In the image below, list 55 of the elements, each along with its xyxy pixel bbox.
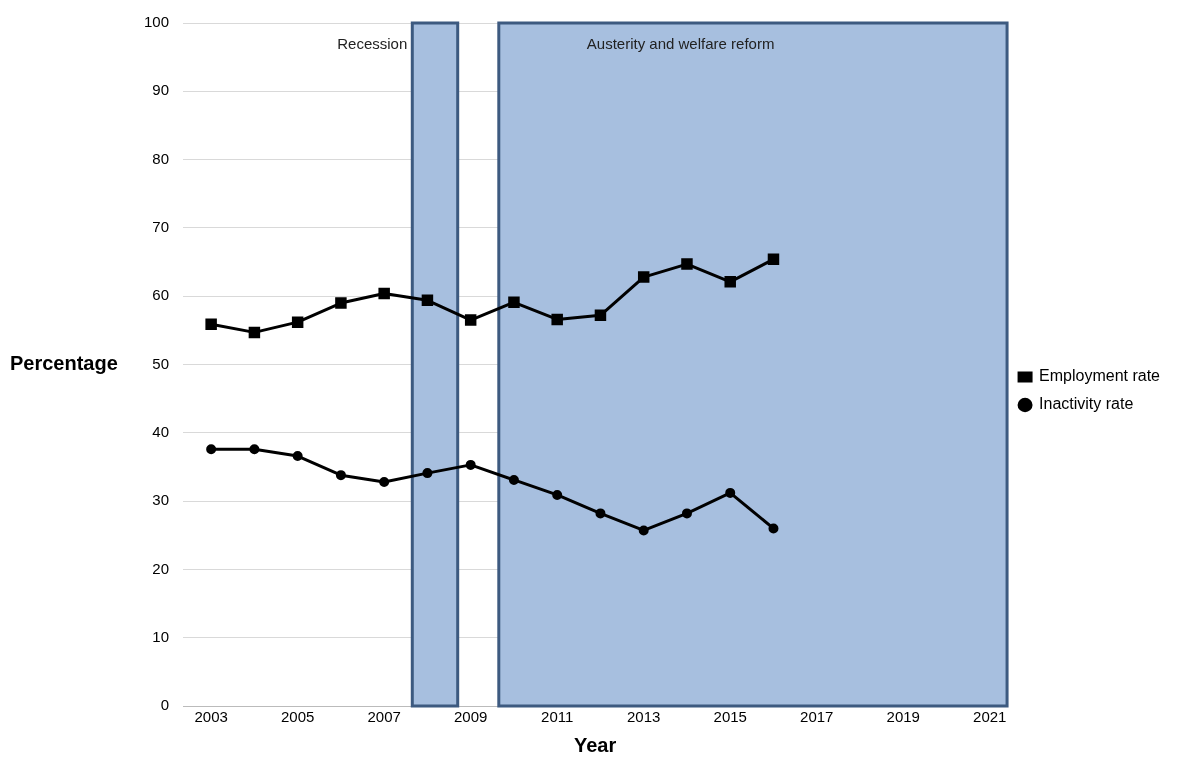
x-axis-title: Year — [573, 733, 617, 756]
point — [681, 258, 693, 270]
point — [465, 459, 476, 470]
x-tick-label: 2005 — [280, 708, 315, 726]
point — [725, 487, 736, 498]
point — [292, 451, 303, 462]
y-tick-label: 30 — [152, 491, 170, 509]
point — [249, 444, 260, 455]
point — [248, 326, 261, 339]
band-label: Austerity and welfare reform — [586, 35, 775, 53]
point — [335, 297, 347, 309]
point — [291, 316, 304, 328]
x-tick-label: 2019 — [886, 708, 920, 726]
x-tick-label: 2007 — [367, 708, 401, 726]
point — [421, 294, 434, 307]
point — [595, 508, 606, 519]
y-tick-label: 0 — [160, 696, 170, 714]
legend-label: Inactivity rate — [1039, 395, 1134, 413]
y-tick-label: 20 — [152, 559, 170, 577]
legend-label: Employment rate — [1039, 367, 1161, 385]
point — [637, 271, 650, 283]
y-tick-label: 10 — [152, 627, 170, 645]
point — [508, 296, 520, 309]
point — [681, 508, 692, 519]
point — [594, 309, 607, 322]
band-label: Recession — [337, 35, 408, 53]
point — [724, 276, 736, 288]
point — [205, 318, 217, 330]
x-tick-label: 2021 — [973, 708, 1007, 726]
y-tick-label: 90 — [152, 81, 170, 99]
point — [378, 287, 390, 300]
x-tick-label: 2011 — [541, 708, 574, 726]
point — [464, 314, 477, 326]
point — [551, 313, 563, 326]
point — [638, 525, 649, 536]
point — [206, 444, 217, 455]
point — [767, 253, 780, 266]
point — [552, 489, 563, 500]
point — [768, 523, 779, 534]
point — [422, 468, 433, 479]
y-tick-label: 60 — [152, 286, 170, 304]
x-tick-label: 2013 — [627, 708, 661, 726]
x-tick-label: 2017 — [800, 708, 834, 726]
point — [508, 474, 519, 485]
y-axis-title: Percentage — [10, 352, 118, 375]
x-tick-label: 2015 — [713, 708, 747, 726]
x-tick-label: 2009 — [453, 708, 488, 726]
y-tick-label: 80 — [152, 149, 170, 167]
y-tick-label: 70 — [152, 218, 170, 236]
y-tick-label: 100 — [144, 13, 170, 31]
y-tick-label: 50 — [152, 354, 170, 372]
x-tick-label: 2003 — [194, 708, 228, 726]
point — [379, 476, 390, 487]
y-tick-label: 40 — [152, 422, 170, 440]
point — [335, 470, 346, 481]
